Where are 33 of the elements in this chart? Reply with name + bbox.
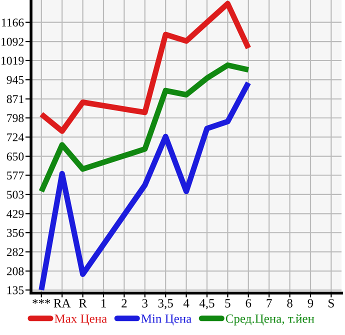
y-tick-label: 945 bbox=[6, 76, 24, 84]
x-tick-label: 9 bbox=[308, 299, 314, 308]
x-tick-label: RA bbox=[54, 299, 71, 308]
legend-label: Сред.Цена, т.йен bbox=[226, 314, 314, 326]
x-tick-label: 2 bbox=[122, 299, 127, 308]
y-tick-label: 429 bbox=[6, 210, 24, 218]
y-tick-label: 1092 bbox=[2, 38, 24, 46]
y-tick-label: 503 bbox=[7, 190, 24, 199]
y-tick-label: 577 bbox=[7, 172, 24, 180]
legend-label: Max Цена bbox=[54, 314, 107, 326]
y-tick-label: 724 bbox=[7, 133, 24, 142]
y-tick-label: 135 bbox=[7, 286, 24, 294]
x-tick-label: 3 bbox=[142, 299, 148, 308]
y-tick-label: 1019 bbox=[2, 56, 24, 65]
y-tick-label: 282 bbox=[6, 248, 24, 256]
x-tick-label: 8 bbox=[287, 299, 292, 308]
legend-label: Min Цена bbox=[141, 314, 192, 326]
x-tick-label: R bbox=[78, 299, 87, 308]
y-tick-label: 798 bbox=[7, 114, 24, 122]
y-tick-label: 871 bbox=[6, 95, 24, 104]
y-tick-label: 1166 bbox=[2, 18, 24, 27]
x-tick-label: 6 bbox=[246, 299, 252, 308]
x-tick-label: 1 bbox=[101, 299, 106, 308]
x-tick-label: S bbox=[328, 299, 334, 308]
x-tick-label: 4 bbox=[183, 299, 190, 308]
x-tick-label: *** bbox=[32, 299, 50, 304]
y-tick-label: 650 bbox=[6, 152, 24, 161]
x-tick-label: 5 bbox=[225, 299, 230, 308]
y-tick-label: 208 bbox=[6, 267, 24, 276]
x-tick-label: 7 bbox=[266, 299, 272, 308]
x-tick-label: 4,5 bbox=[199, 299, 214, 310]
y-tick-label: 356 bbox=[6, 228, 24, 237]
x-tick-label: 3,5 bbox=[158, 299, 173, 310]
